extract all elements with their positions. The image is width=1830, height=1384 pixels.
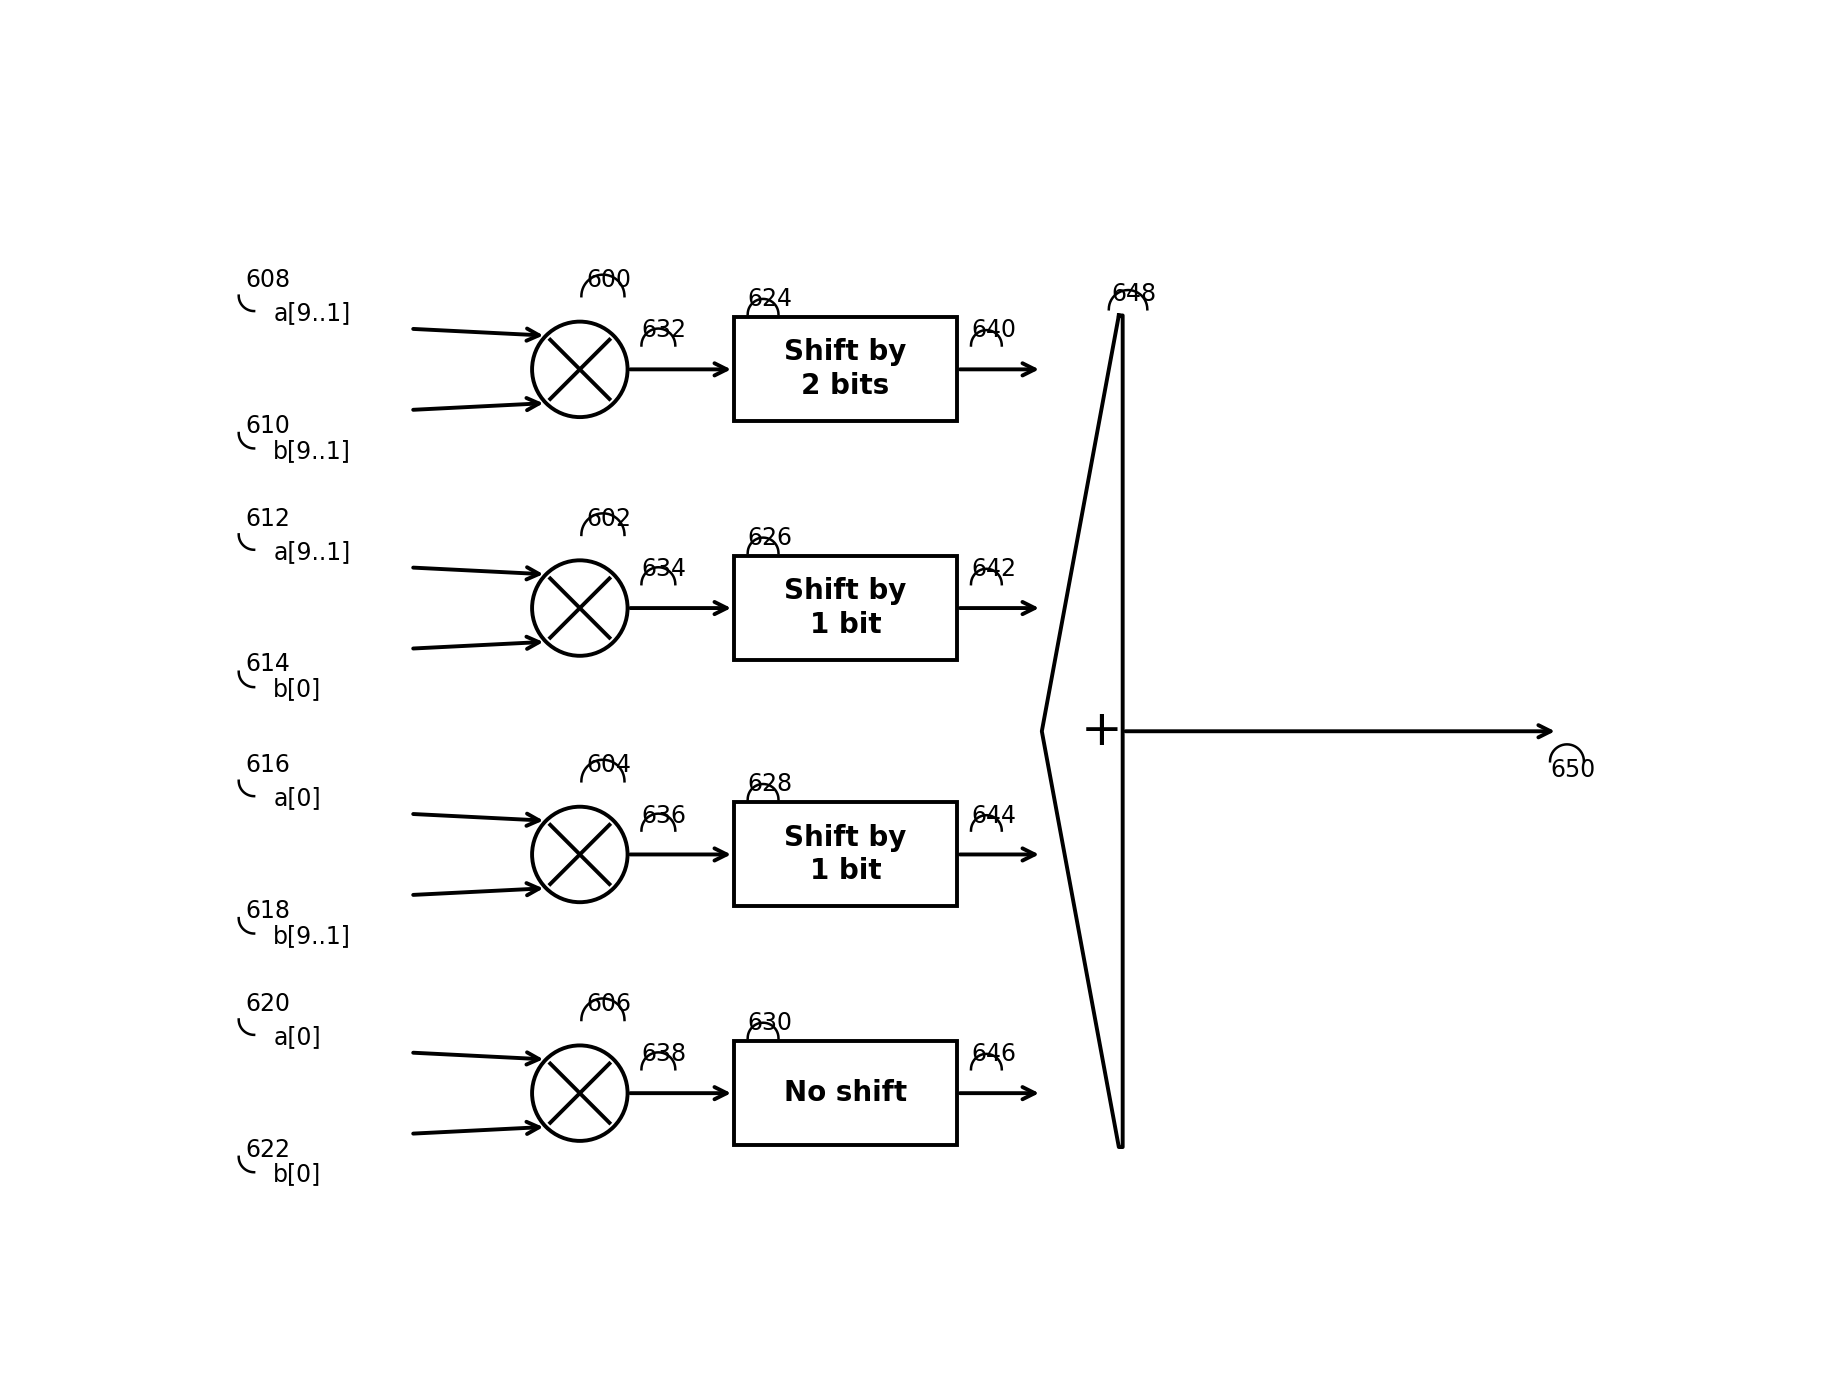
- Text: a[9..1]: a[9..1]: [273, 540, 351, 565]
- Text: +: +: [1082, 707, 1122, 756]
- Text: 602: 602: [586, 507, 631, 531]
- Text: 614: 614: [245, 652, 289, 677]
- Text: 644: 644: [972, 804, 1016, 828]
- Text: 636: 636: [642, 804, 686, 828]
- Bar: [734, 803, 957, 907]
- Bar: [734, 1041, 957, 1145]
- Text: 1 bit: 1 bit: [809, 610, 882, 639]
- Text: b[9..1]: b[9..1]: [273, 925, 351, 948]
- Text: 630: 630: [748, 1012, 792, 1035]
- Text: b[9..1]: b[9..1]: [273, 439, 351, 462]
- Text: 626: 626: [748, 526, 792, 549]
- Text: 646: 646: [972, 1042, 1016, 1066]
- Text: 2 bits: 2 bits: [802, 372, 889, 400]
- Text: 622: 622: [245, 1138, 289, 1161]
- Text: 612: 612: [245, 507, 289, 530]
- Text: 634: 634: [642, 558, 686, 581]
- Text: 632: 632: [642, 318, 686, 342]
- Text: 608: 608: [245, 268, 289, 292]
- Text: 620: 620: [245, 991, 289, 1016]
- Text: 640: 640: [972, 318, 1016, 342]
- Text: b[0]: b[0]: [273, 677, 322, 702]
- Text: 650: 650: [1550, 758, 1596, 782]
- Text: a[9..1]: a[9..1]: [273, 302, 351, 325]
- Bar: [734, 317, 957, 421]
- Text: 624: 624: [748, 288, 792, 311]
- Text: No shift: No shift: [783, 1080, 908, 1107]
- Text: 648: 648: [1111, 282, 1157, 306]
- Text: 628: 628: [748, 772, 792, 796]
- Text: 638: 638: [642, 1042, 686, 1066]
- Text: Shift by: Shift by: [785, 339, 906, 367]
- Text: 618: 618: [245, 898, 289, 923]
- Text: a[0]: a[0]: [273, 786, 320, 811]
- Text: b[0]: b[0]: [273, 1163, 322, 1186]
- Text: 642: 642: [972, 558, 1016, 581]
- Text: 610: 610: [245, 414, 289, 437]
- Bar: [734, 556, 957, 660]
- Text: 604: 604: [586, 753, 631, 778]
- Text: 600: 600: [586, 268, 631, 292]
- Text: 1 bit: 1 bit: [809, 858, 882, 886]
- Text: 606: 606: [586, 992, 631, 1016]
- Text: Shift by: Shift by: [785, 823, 906, 851]
- Text: Shift by: Shift by: [785, 577, 906, 605]
- Text: 616: 616: [245, 753, 289, 776]
- Text: a[0]: a[0]: [273, 1026, 320, 1049]
